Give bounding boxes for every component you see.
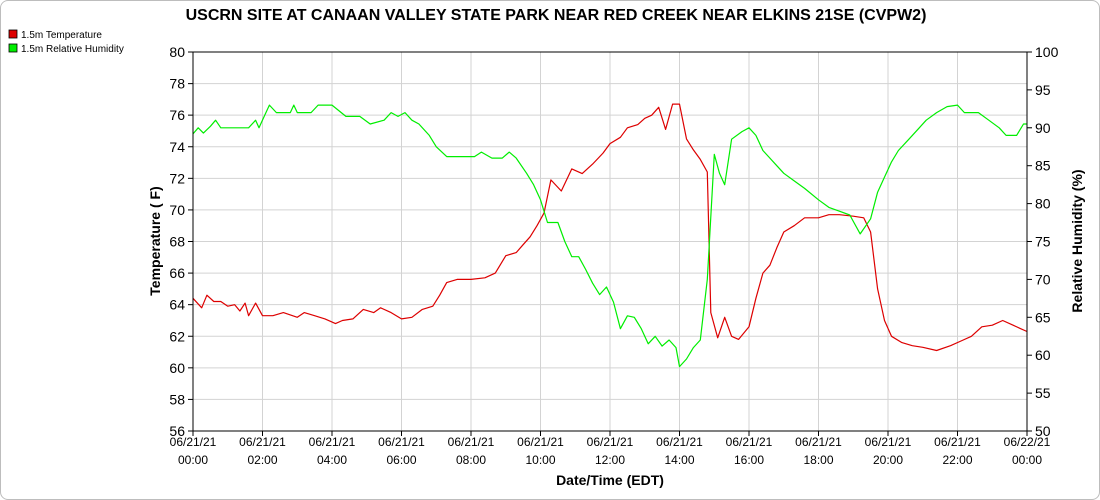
x-tick-time: 20:00: [873, 453, 903, 467]
x-tick-date: 06/21/21: [656, 435, 703, 449]
y-left-tick-label: 64: [169, 297, 185, 313]
y-left-tick-label: 74: [169, 139, 185, 155]
x-tick-date: 06/21/21: [309, 435, 356, 449]
y-right-tick-label: 95: [1035, 82, 1051, 98]
legend-swatch-humidity: [8, 43, 18, 53]
series-line-temperature: [192, 103, 1028, 352]
x-tick-time: 00:00: [178, 453, 208, 467]
y-left-tick-label: 78: [169, 76, 185, 92]
x-tick-date: 06/21/21: [239, 435, 286, 449]
y-right-tick-label: 60: [1035, 347, 1051, 363]
y-axis-left-label: Temperature ( F): [147, 186, 163, 295]
x-tick-time: 12:00: [595, 453, 625, 467]
x-tick-time: 18:00: [803, 453, 833, 467]
x-tick-time: 06:00: [386, 453, 416, 467]
y-left-tick-label: 66: [169, 265, 185, 281]
x-tick-time: 00:00: [1012, 453, 1042, 467]
y-right-tick-label: 50: [1035, 423, 1051, 439]
y-left-tick-label: 68: [169, 234, 185, 250]
x-tick-date: 06/21/21: [934, 435, 981, 449]
x-tick-time: 02:00: [247, 453, 277, 467]
y-right-tick-label: 55: [1035, 385, 1051, 401]
y-left-tick-label: 72: [169, 170, 185, 186]
x-tick-date: 06/21/21: [378, 435, 425, 449]
x-tick-time: 22:00: [942, 453, 972, 467]
y-left-tick-label: 62: [169, 328, 185, 344]
legend-label-humidity: 1.5m Relative Humidity: [21, 44, 124, 55]
y-right-tick-label: 70: [1035, 271, 1051, 287]
legend-swatch-temperature: [8, 29, 18, 39]
x-tick-time: 14:00: [664, 453, 694, 467]
x-tick-time: 04:00: [317, 453, 347, 467]
x-axis-label: Date/Time (EDT): [556, 472, 664, 488]
y-axis-right-label: Relative Humidity (%): [1069, 169, 1085, 312]
series-line-humidity: [192, 104, 1027, 368]
legend: 1.5m Temperature 1.5m Relative Humidity: [8, 29, 124, 55]
left-axis-ticks: 56 58 60 62 64 66 68 70 72 74 76 78 80: [169, 44, 193, 439]
y-right-tick-label: 90: [1035, 120, 1051, 136]
legend-label-temperature: 1.5m Temperature: [21, 30, 102, 41]
chart-title: USCRN SITE AT CANAAN VALLEY STATE PARK N…: [186, 7, 927, 24]
y-right-tick-label: 85: [1035, 158, 1051, 174]
x-tick-time: 16:00: [734, 453, 764, 467]
x-tick-date: 06/21/21: [865, 435, 912, 449]
y-right-tick-label: 75: [1035, 234, 1051, 250]
y-right-tick-label: 80: [1035, 196, 1051, 212]
y-left-tick-label: 76: [169, 107, 185, 123]
x-tick-time: 08:00: [456, 453, 486, 467]
y-left-tick-label: 58: [169, 391, 185, 407]
right-axis-ticks: 50 55 60 65 70 75 80 85 90 95 100: [1027, 44, 1059, 439]
grid: [192, 51, 1028, 432]
y-left-tick-label: 70: [169, 202, 185, 218]
x-axis-ticks: 06/21/21 00:00 06/21/21 02:00 06/21/21 04:00 0…: [170, 431, 1051, 467]
x-tick-date: 06/21/21: [587, 435, 634, 449]
y-right-tick-label: 65: [1035, 309, 1051, 325]
x-tick-date: 06/21/21: [795, 435, 842, 449]
x-tick-date: 06/21/21: [517, 435, 564, 449]
y-left-tick-label: 56: [169, 423, 185, 439]
y-left-tick-label: 60: [169, 360, 185, 376]
x-tick-date: 06/21/21: [448, 435, 495, 449]
y-left-tick-label: 80: [169, 44, 185, 60]
x-tick-date: 06/21/21: [726, 435, 773, 449]
x-tick-date: 06/21/21: [170, 435, 217, 449]
series-layer: [192, 103, 1028, 368]
x-tick-time: 10:00: [525, 453, 555, 467]
y-right-tick-label: 100: [1035, 44, 1059, 60]
x-tick-date: 06/22/21: [1004, 435, 1051, 449]
